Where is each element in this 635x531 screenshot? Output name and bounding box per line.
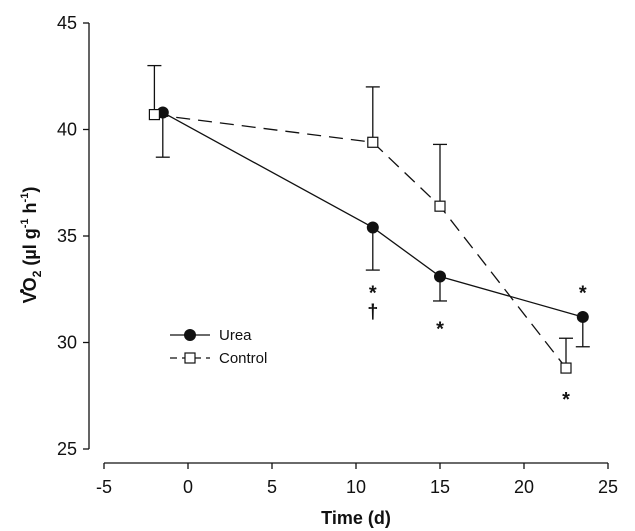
y-title-units-mid: h (20, 202, 40, 218)
y-tick-label: 35 (57, 226, 77, 246)
y-title-close: ) (20, 187, 40, 193)
x-tick-label: 10 (346, 477, 366, 497)
x-axis-title: Time (d) (321, 508, 391, 528)
data-point (560, 362, 572, 374)
data-point (367, 136, 379, 148)
legend-control-label: Control (219, 350, 267, 367)
y-axis: 25 30 35 40 45 (57, 13, 90, 459)
y-title-sup1: -1 (19, 218, 31, 228)
legend-urea-marker (184, 329, 196, 341)
legend-control-marker (184, 352, 196, 364)
x-tick-label: -5 (96, 477, 112, 497)
y-tick-label: 40 (57, 120, 77, 140)
y-title-sup2: -1 (19, 193, 31, 203)
x-tick-label: 20 (514, 477, 534, 497)
significance-mark: * (369, 282, 377, 304)
svg-text:VO2 (µl g-1 h-1): VO2 (µl g-1 h-1) (19, 187, 44, 304)
legend-urea-label: Urea (219, 327, 252, 344)
data-point (366, 221, 379, 234)
data-point (148, 108, 160, 121)
x-tick-label: 15 (430, 477, 450, 497)
y-title-sub: 2 (30, 270, 44, 277)
y-tick-label: 30 (57, 333, 77, 353)
series-line (154, 113, 567, 369)
y-axis-title: VO2 (µl g-1 h-1) (19, 187, 44, 304)
x-tick-label: 25 (598, 477, 618, 497)
x-axis: -5 0 5 10 15 20 25 (96, 462, 618, 497)
significance-mark: * (436, 319, 444, 341)
x-tick-label: 0 (183, 477, 193, 497)
series-layer (147, 64, 590, 374)
x-tick-label: 5 (267, 477, 277, 497)
y-tick-label: 45 (57, 13, 77, 33)
y-title-units: (µl g (20, 228, 40, 270)
y-title-dot (20, 289, 24, 293)
series-control (147, 64, 573, 374)
series-urea (155, 106, 590, 348)
data-point (576, 310, 589, 323)
series-line (162, 111, 583, 318)
significance-mark: * (562, 389, 570, 411)
y-title-v: V (20, 291, 40, 303)
data-point (434, 200, 446, 212)
data-point (434, 270, 446, 283)
significance-mark: † (367, 302, 378, 324)
legend: Urea Control (170, 327, 267, 367)
y-title-o: O (20, 277, 40, 291)
annotations: *†*** (367, 282, 587, 411)
y-tick-label: 25 (57, 439, 77, 459)
significance-mark: * (579, 282, 587, 304)
